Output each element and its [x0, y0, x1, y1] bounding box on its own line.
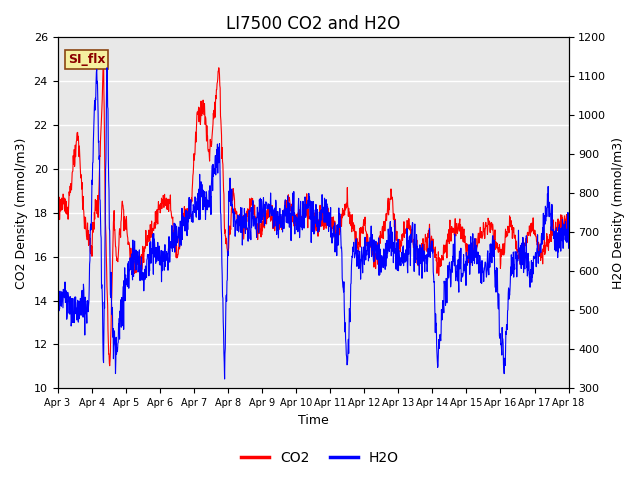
Title: LI7500 CO2 and H2O: LI7500 CO2 and H2O	[226, 15, 400, 33]
X-axis label: Time: Time	[298, 414, 328, 427]
Text: SI_flx: SI_flx	[68, 53, 105, 66]
Legend: CO2, H2O: CO2, H2O	[236, 445, 404, 471]
Y-axis label: H2O Density (mmol/m3): H2O Density (mmol/m3)	[612, 137, 625, 289]
Y-axis label: CO2 Density (mmol/m3): CO2 Density (mmol/m3)	[15, 137, 28, 288]
